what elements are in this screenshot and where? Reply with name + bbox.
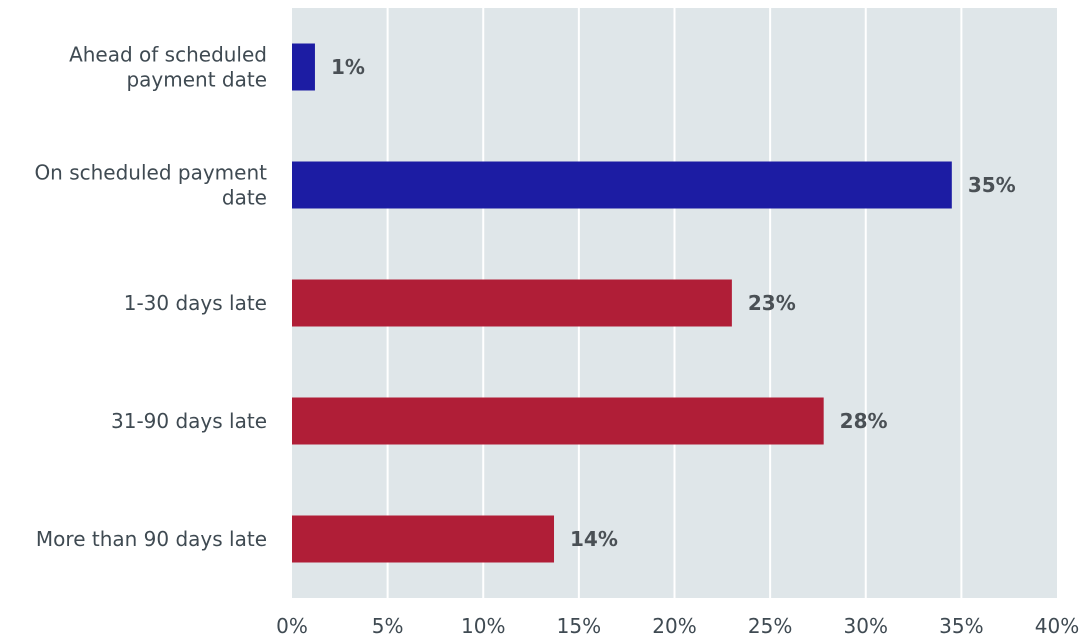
- category-label: 31-90 days late: [111, 409, 267, 433]
- x-tick-label: 35%: [939, 614, 983, 638]
- x-tick-label: 20%: [652, 614, 696, 638]
- category-label: date: [222, 186, 267, 210]
- data-label: 28%: [840, 409, 888, 433]
- bar: [292, 161, 952, 209]
- bar: [292, 515, 555, 563]
- category-label: payment date: [126, 68, 267, 92]
- data-label: 14%: [570, 527, 618, 551]
- x-axis-tick-labels: 0% 5% 10% 15% 20% 25% 30% 35% 40%: [276, 614, 1079, 638]
- category-label: 1-30 days late: [124, 291, 267, 315]
- x-tick-label: 5%: [372, 614, 404, 638]
- category-label: Ahead of scheduled: [69, 43, 267, 67]
- category-label: More than 90 days late: [36, 527, 267, 551]
- x-tick-label: 30%: [844, 614, 888, 638]
- bar: [292, 279, 732, 327]
- data-labels: 1% 35% 23% 28% 14%: [331, 55, 1016, 551]
- bars: [292, 43, 952, 563]
- x-tick-label: 15%: [557, 614, 601, 638]
- bar: [292, 397, 824, 445]
- x-tick-label: 40%: [1035, 614, 1079, 638]
- data-label: 35%: [968, 173, 1016, 197]
- data-label: 1%: [331, 55, 365, 79]
- x-tick-label: 25%: [748, 614, 792, 638]
- x-tick-label: 10%: [461, 614, 505, 638]
- category-label: On scheduled payment: [34, 161, 267, 185]
- data-label: 23%: [748, 291, 796, 315]
- bar: [292, 43, 315, 91]
- x-tick-label: 0%: [276, 614, 308, 638]
